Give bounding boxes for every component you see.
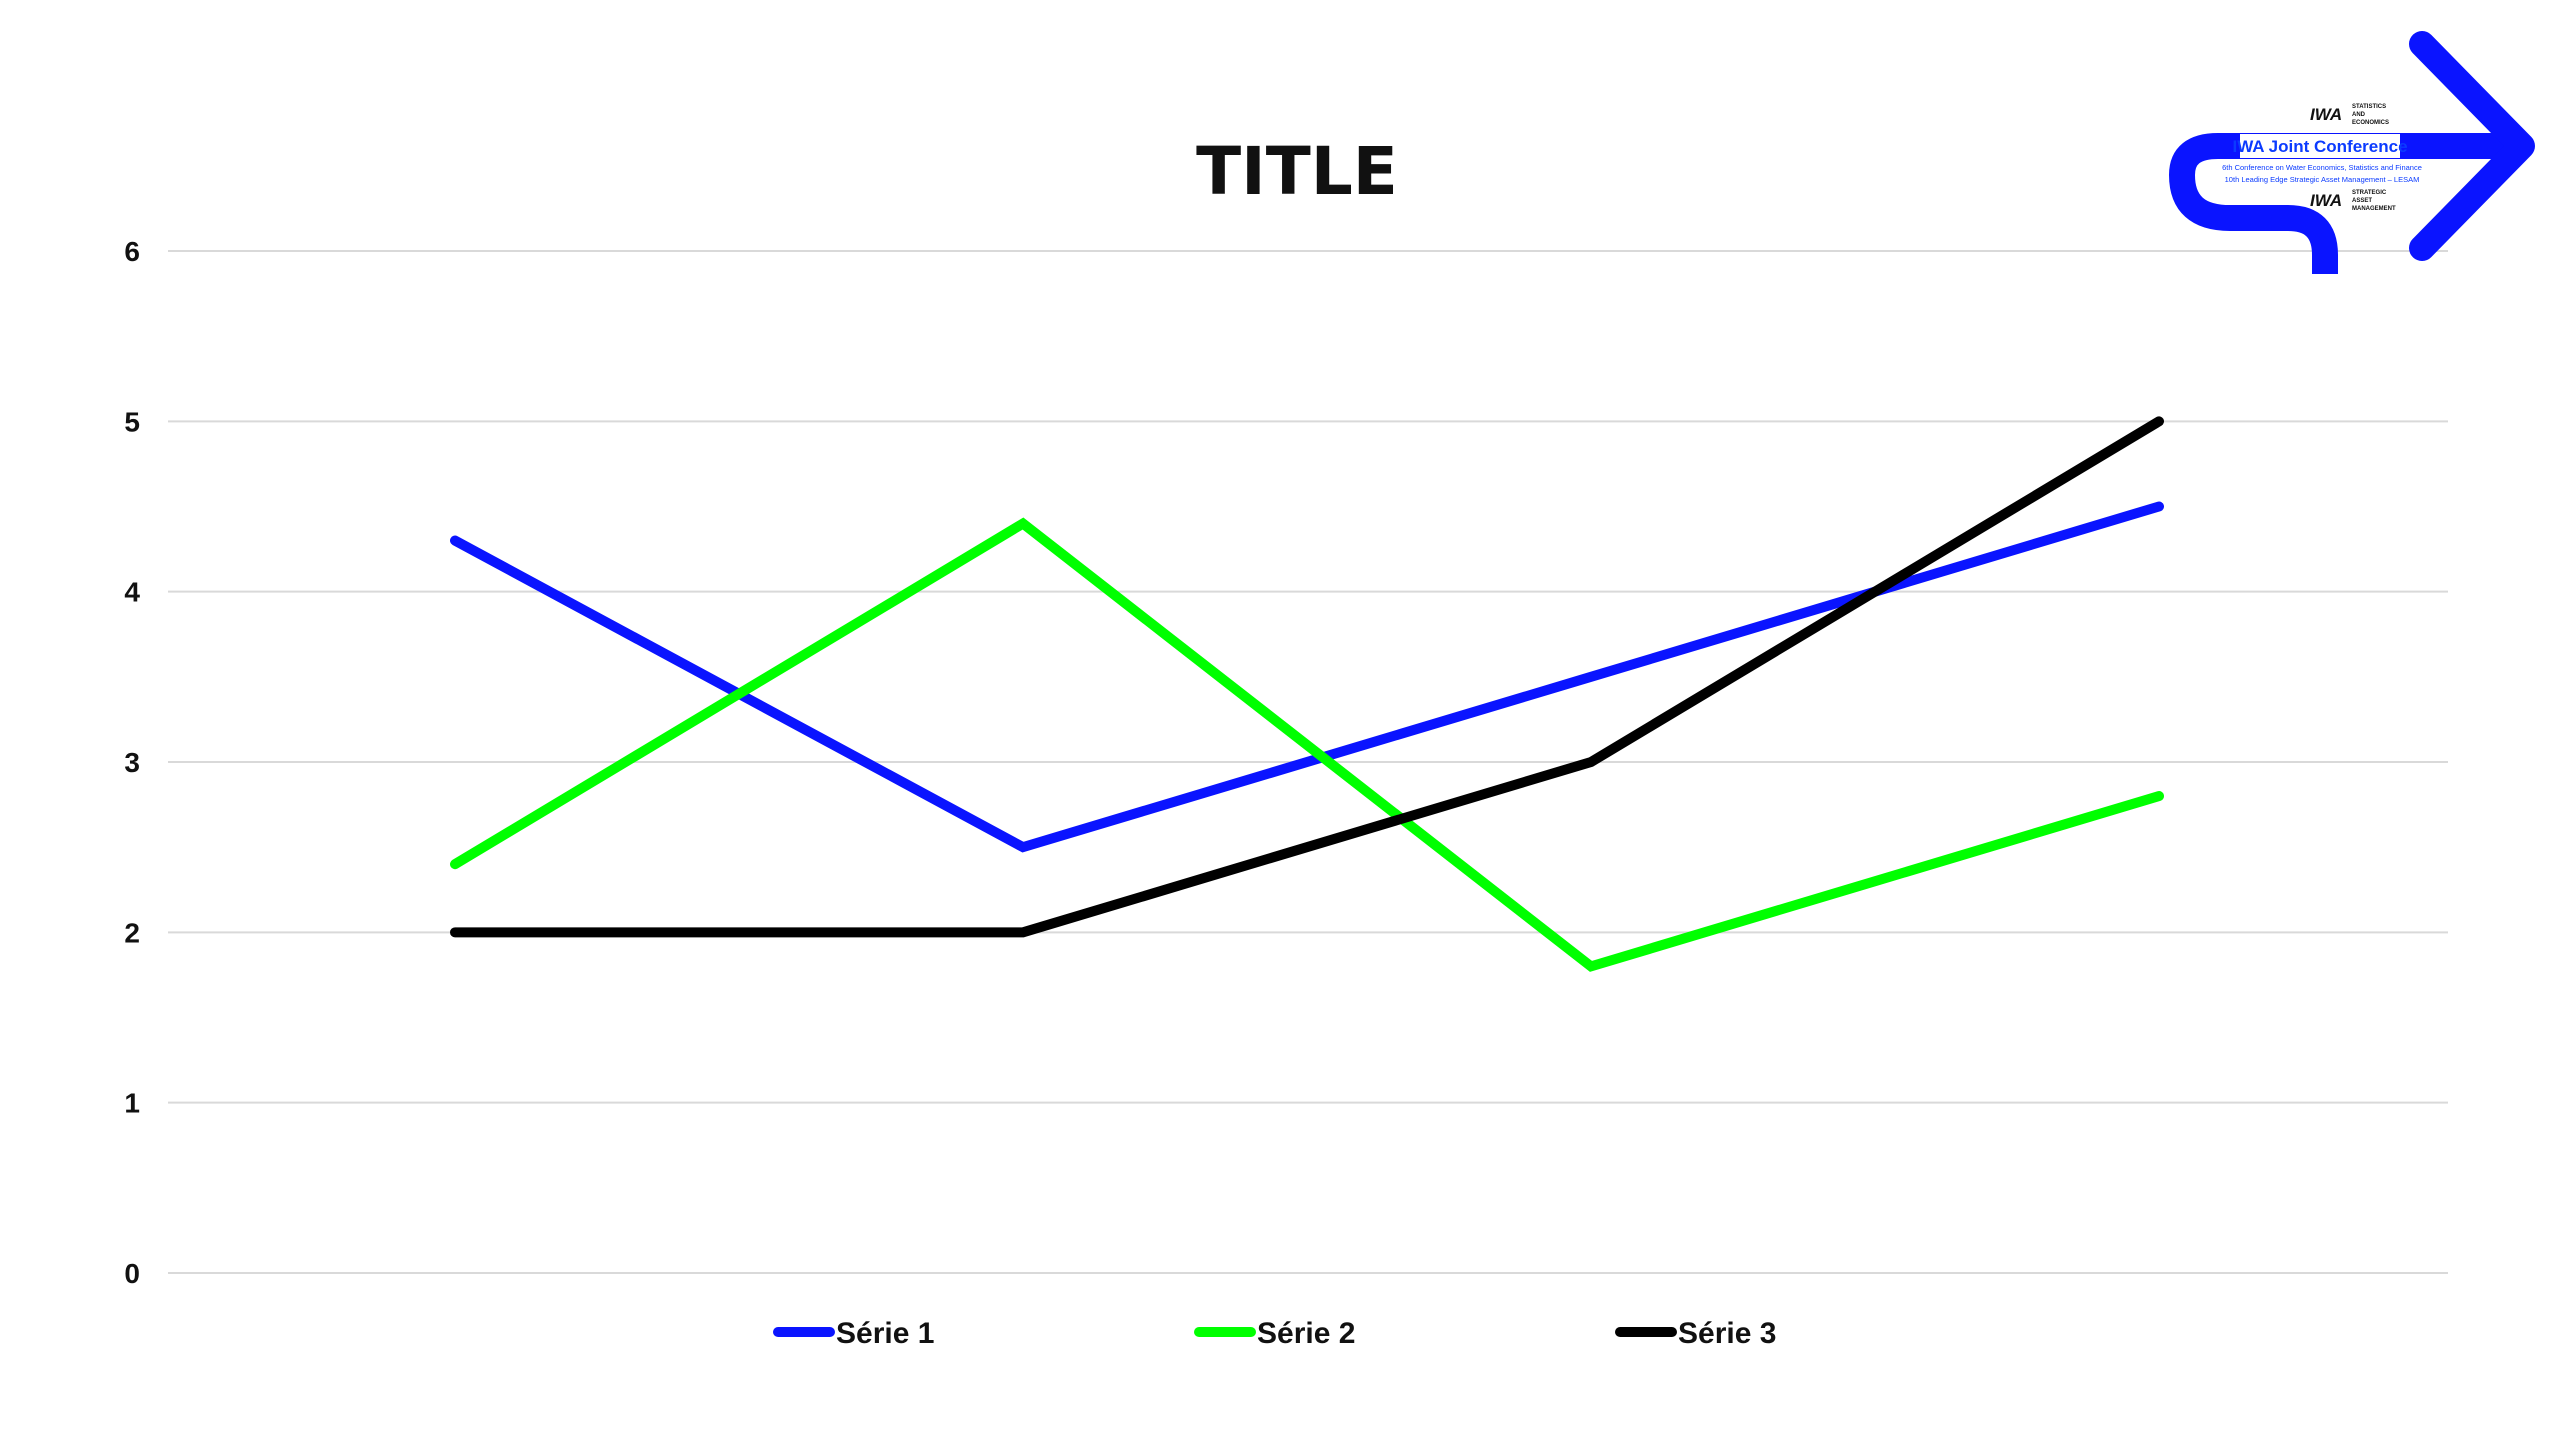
- series-3-point-1: [454, 931, 456, 933]
- y-tick-label-2: 2: [124, 917, 140, 948]
- logo-top-line-1: STATISTICS: [2352, 104, 2386, 110]
- y-tick-label-4: 4: [124, 577, 140, 608]
- series-2-point-2: [1022, 523, 1024, 525]
- y-tick-label-6: 6: [124, 236, 140, 267]
- logo-bottom-line-1: STRATEGIC: [2352, 190, 2387, 196]
- logo-bottom-line-2: ASSET: [2352, 198, 2372, 204]
- iwa-joint-conference-logo: IWA STATISTICS AND ECONOMICS IWA Joint C…: [2169, 31, 2535, 274]
- series-3-point-4: [2158, 420, 2160, 422]
- y-tick-label-3: 3: [124, 747, 140, 778]
- logo-banner-text: IWA Joint Conference: [2232, 137, 2407, 156]
- series-1-point-4: [2158, 506, 2160, 507]
- logo-subline-2: 10th Leading Edge Strategic Asset Manage…: [2225, 175, 2420, 184]
- series-line-1: [450, 501, 2164, 853]
- y-tick-label-5: 5: [124, 406, 140, 437]
- series-3-point-3: [1590, 761, 1592, 763]
- logo-arrow-swoosh-icon: [2169, 133, 2520, 274]
- series-1-point-3: [1590, 676, 1592, 678]
- chart-title: TITLE: [1196, 133, 1398, 210]
- series-3-point-2: [1022, 931, 1024, 933]
- logo-arrow-head-icon: [2409, 31, 2535, 261]
- legend-label-2: Série 2: [1257, 1317, 1355, 1350]
- logo-top-line-2: AND: [2352, 112, 2366, 118]
- series-2-point-3: [1590, 965, 1592, 967]
- legend: Série 1 Série 2 Série 3: [773, 1317, 1776, 1350]
- series-2-point-1: [454, 863, 456, 865]
- series-1-point-1: [454, 540, 456, 542]
- legend-label-3: Série 3: [1678, 1317, 1776, 1350]
- logo-bottom-iwa: IWA: [2310, 191, 2342, 210]
- logo-top-iwa: IWA: [2310, 105, 2342, 124]
- series-line-2: [450, 517, 2164, 972]
- y-axis-tick-labels: 0 1 2 3 4 5 6: [124, 236, 140, 1289]
- logo-bottom-line-3: MANAGEMENT: [2352, 206, 2396, 212]
- y-tick-label-0: 0: [124, 1258, 140, 1289]
- series-lines: [450, 416, 2164, 972]
- logo-top-line-3: ECONOMICS: [2352, 120, 2389, 126]
- logo-subline-1: 6th Conference on Water Economics, Stati…: [2222, 163, 2422, 172]
- y-tick-label-1: 1: [124, 1088, 140, 1119]
- series-1-point-2: [1022, 846, 1024, 848]
- series-line-3: [450, 416, 2164, 938]
- logo-banner-background: [2240, 134, 2400, 158]
- legend-label-1: Série 1: [836, 1317, 934, 1350]
- series-2-point-4: [2158, 795, 2160, 797]
